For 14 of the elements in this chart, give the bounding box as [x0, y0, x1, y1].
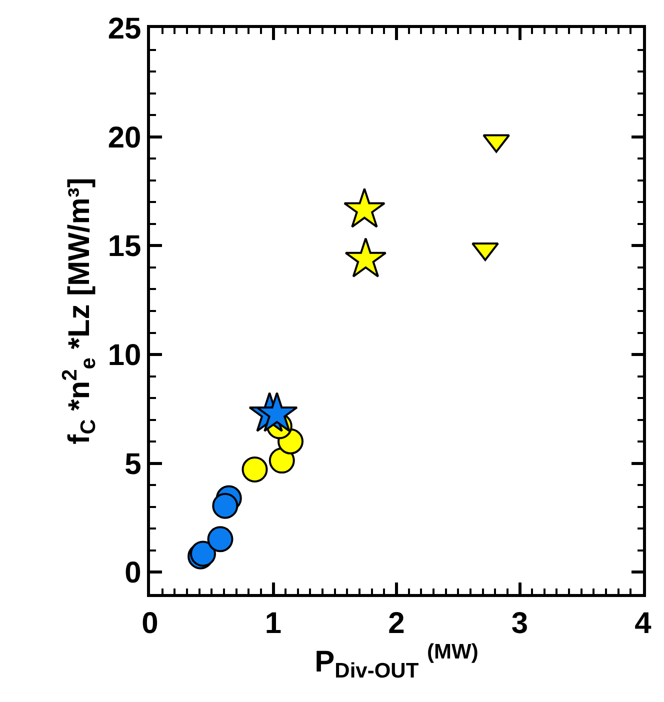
point: [242, 456, 268, 482]
point: [212, 492, 238, 519]
point: [268, 448, 295, 474]
x-tick-label: 2: [388, 606, 405, 640]
y-tick-label: 25: [108, 12, 142, 46]
x-tick-label: 1: [264, 606, 282, 640]
y-tick-label: 15: [108, 230, 142, 264]
point: [207, 526, 234, 552]
y-tick-label: 10: [108, 339, 142, 372]
x-tick-label: 4: [634, 606, 652, 640]
x-tick-label: 3: [511, 606, 528, 640]
y-tick-label: 20: [108, 121, 142, 154]
y-tick-label: 0: [124, 556, 142, 590]
y-tick-label: 5: [124, 448, 142, 481]
